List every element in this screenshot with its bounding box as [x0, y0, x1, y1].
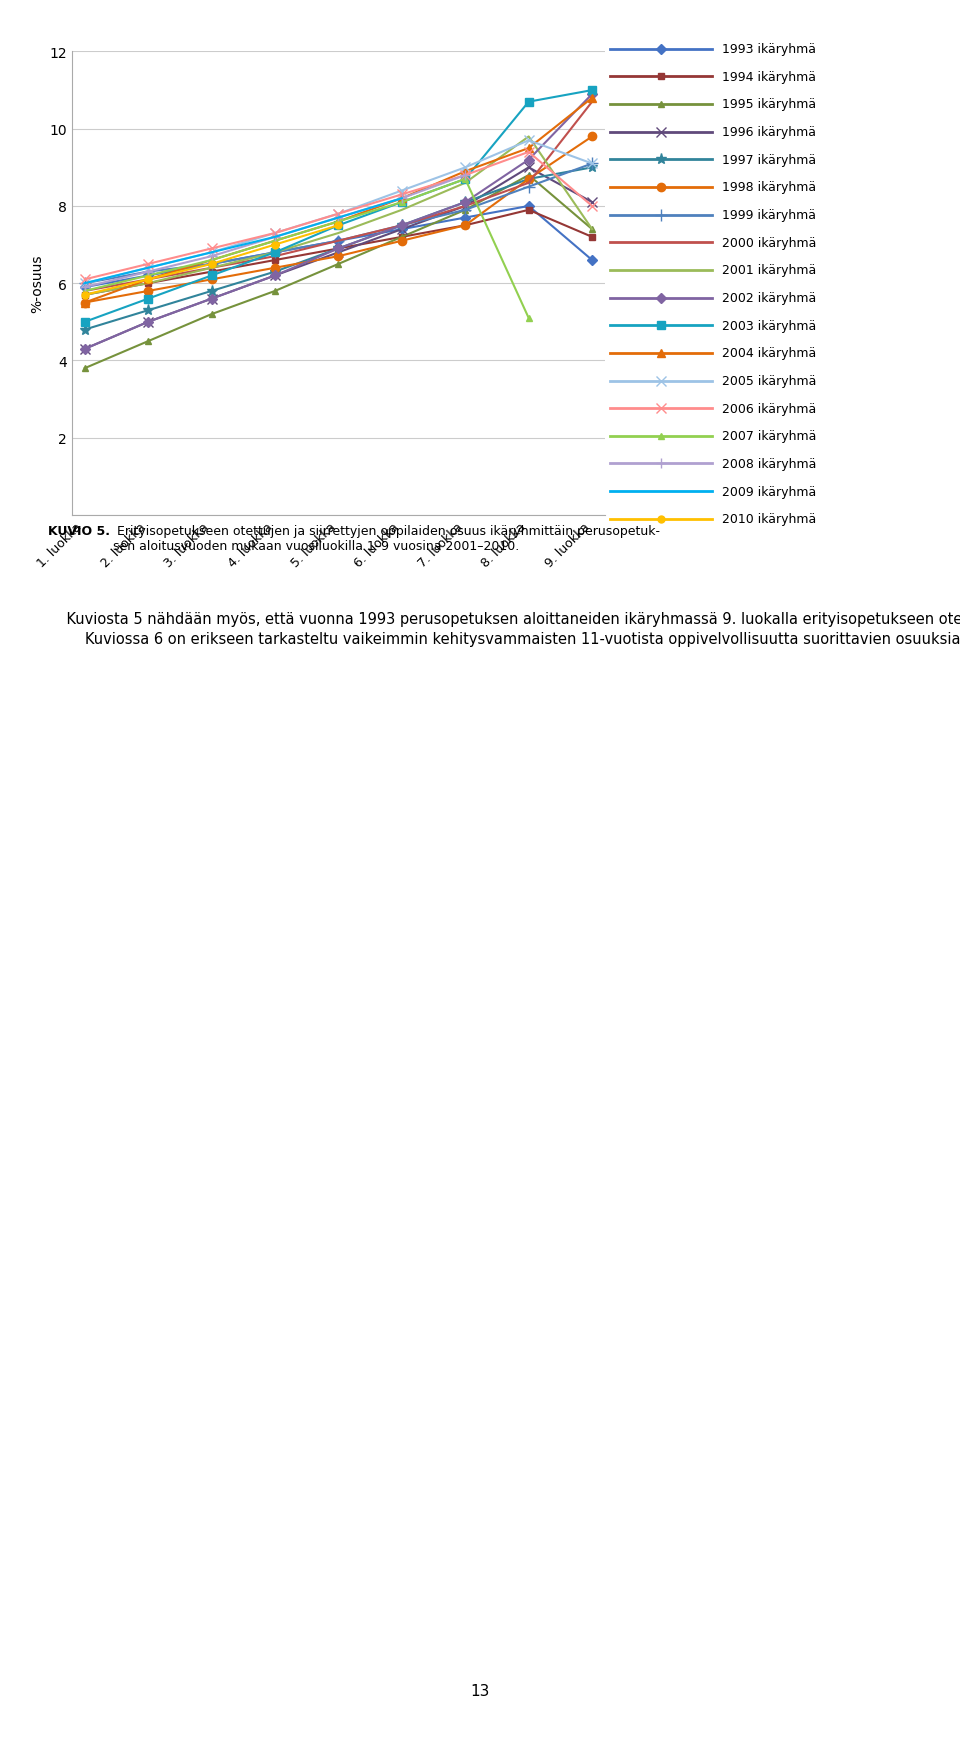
Text: Erityisopetukseen otettujen ja siirrettyjen oppilaiden osuus ikäryhmittäin perus: Erityisopetukseen otettujen ja siirretty…	[113, 524, 660, 552]
Text: 2008 ikäryhmä: 2008 ikäryhmä	[722, 458, 816, 470]
Text: 2009 ikäryhmä: 2009 ikäryhmä	[722, 486, 816, 498]
Text: 1993 ikäryhmä: 1993 ikäryhmä	[722, 44, 816, 56]
Text: 2004 ikäryhmä: 2004 ikäryhmä	[722, 348, 816, 360]
Text: 1995 ikäryhmä: 1995 ikäryhmä	[722, 98, 816, 112]
Text: 2002 ikäryhmä: 2002 ikäryhmä	[722, 292, 816, 304]
Text: 1999 ikäryhmä: 1999 ikäryhmä	[722, 210, 816, 222]
Text: 1998 ikäryhmä: 1998 ikäryhmä	[722, 182, 816, 194]
Text: 2003 ikäryhmä: 2003 ikäryhmä	[722, 320, 816, 332]
Text: 2005 ikäryhmä: 2005 ikäryhmä	[722, 374, 816, 388]
Text: KUVIO 5.: KUVIO 5.	[48, 524, 110, 537]
Text: 1996 ikäryhmä: 1996 ikäryhmä	[722, 126, 816, 140]
Text: 1997 ikäryhmä: 1997 ikäryhmä	[722, 154, 816, 166]
Text: 2007 ikäryhmä: 2007 ikäryhmä	[722, 430, 816, 442]
Text: 1994 ikäryhmä: 1994 ikäryhmä	[722, 70, 816, 84]
Text: Kuviosta 5 nähdään myös, että vuonna 1993 perusopetuksen aloittaneiden ikäryhmas: Kuviosta 5 nähdään myös, että vuonna 199…	[48, 612, 960, 647]
Text: 2000 ikäryhmä: 2000 ikäryhmä	[722, 236, 816, 250]
Text: 13: 13	[470, 1683, 490, 1697]
Text: 2001 ikäryhmä: 2001 ikäryhmä	[722, 264, 816, 278]
Text: 2006 ikäryhmä: 2006 ikäryhmä	[722, 402, 816, 416]
Text: 2010 ikäryhmä: 2010 ikäryhmä	[722, 512, 816, 526]
Y-axis label: %-osuus: %-osuus	[30, 255, 44, 313]
